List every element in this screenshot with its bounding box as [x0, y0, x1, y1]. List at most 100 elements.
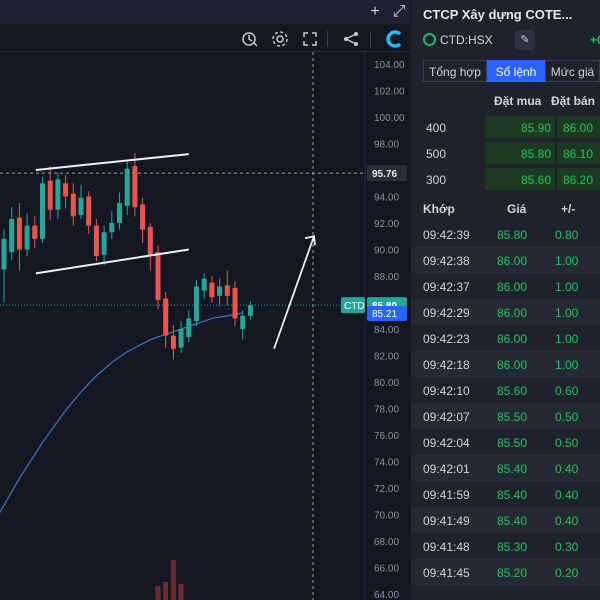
trade-row[interactable]: 09:42:39 85.80 0.80 [411, 221, 600, 247]
orderbook-row[interactable]: 300 85.60 86.20 [411, 166, 600, 192]
bid-price: 85.90 [520, 121, 551, 135]
candle-body [24, 225, 30, 250]
price-header: Giá [507, 202, 527, 216]
stock-panel: CTCP Xây dựng COTE... CTD:HSX ✎ +0.8 Tổn… [411, 0, 600, 600]
trade-price: 86.00 [497, 358, 528, 372]
bid-bar [485, 142, 555, 164]
orderbook-header: Đặt mua Đặt bán [411, 92, 600, 110]
toolbar-divider [327, 31, 328, 47]
trade-change: 1.00 [555, 280, 579, 294]
y-tick-label: 102.00 [374, 87, 405, 98]
trade-row[interactable]: 09:42:04 85.50 0.50 [411, 429, 600, 455]
last-price-ticker-label: CTD [344, 301, 365, 312]
ask-price: 86.20 [563, 173, 594, 187]
panel-tabs: Tổng hợp Sổ lệnh Mức giá [423, 60, 600, 82]
candle-body [224, 285, 230, 296]
candle-body [201, 278, 207, 291]
trade-time: 09:42:04 [423, 436, 470, 450]
trade-change: 0.50 [555, 410, 579, 424]
ask-price: 86.10 [563, 147, 594, 161]
bid-bar [485, 168, 555, 190]
y-tick-label: 74.00 [374, 458, 399, 469]
fullscreen-icon[interactable] [300, 29, 320, 49]
tab-price-levels[interactable]: Mức giá [545, 60, 600, 82]
trend-arrow-head [304, 235, 316, 246]
trade-row[interactable]: 09:42:23 86.00 1.00 [411, 325, 600, 351]
trade-time: 09:42:37 [423, 280, 470, 294]
expand-icon[interactable]: ⤢ [392, 3, 406, 20]
y-tick-label: 80.00 [374, 378, 399, 389]
trade-row[interactable]: 09:42:29 86.00 1.00 [411, 299, 600, 325]
orderbook-volume: 500 [426, 147, 447, 161]
moving-average-line [0, 312, 243, 514]
settings-gear-icon[interactable] [270, 29, 290, 49]
trade-change: 1.00 [555, 332, 579, 346]
ask-price: 86.00 [563, 121, 594, 135]
trade-row[interactable]: 09:42:38 86.00 1.00 [411, 247, 600, 273]
tab-orderbook[interactable]: Sổ lệnh [487, 60, 545, 82]
trade-time: 09:42:23 [423, 332, 470, 346]
y-tick-label: 94.00 [374, 193, 399, 204]
candle-body [155, 252, 161, 300]
trade-price: 86.00 [497, 306, 528, 320]
trade-change: 0.30 [555, 540, 579, 554]
status-dot-icon [423, 33, 436, 46]
edit-pencil-icon[interactable]: ✎ [515, 30, 535, 50]
bid-price: 85.60 [520, 173, 551, 187]
trade-row[interactable]: 09:42:18 86.00 1.00 [411, 351, 600, 377]
trade-price: 86.00 [497, 332, 528, 346]
ask-header: Đặt bán [551, 94, 596, 108]
add-tab-plus-icon[interactable]: + [370, 3, 380, 20]
trade-row[interactable]: 09:41:48 85.30 0.30 [411, 533, 600, 559]
y-tick-label: 90.00 [374, 246, 399, 257]
trade-time: 09:42:29 [423, 306, 470, 320]
trade-time: 09:42:38 [423, 254, 470, 268]
trend-arrow [273, 235, 315, 350]
orderbook-row[interactable]: 400 85.90 86.00 [411, 114, 600, 140]
candlestick-chart[interactable]: 104.00102.00100.0098.0096.0094.0092.0090… [0, 52, 410, 600]
candle-body [9, 219, 15, 253]
trade-price: 85.40 [497, 514, 528, 528]
bid-price: 85.80 [520, 147, 551, 161]
trade-time: 09:42:10 [423, 384, 470, 398]
share-icon[interactable] [341, 29, 361, 49]
trade-price: 86.00 [497, 254, 528, 268]
candle-body [86, 196, 92, 226]
volume-bar [178, 584, 184, 600]
brand-logo-icon[interactable] [385, 29, 405, 49]
volume-bar [170, 560, 176, 600]
candle-body [1, 238, 7, 270]
candle-body [132, 166, 138, 208]
trade-row[interactable]: 09:42:07 85.50 0.50 [411, 403, 600, 429]
chart-pane[interactable]: + ⤢ 104.00102.00100.0098.0096.0094.0092.… [0, 0, 410, 600]
trade-price: 85.60 [497, 384, 528, 398]
trade-row[interactable]: 09:41:59 85.40 0.40 [411, 481, 600, 507]
candle-body [170, 335, 176, 349]
orderbook-row[interactable]: 500 85.80 86.10 [411, 140, 600, 166]
channel-upper-line [35, 153, 189, 171]
trade-change: 0.60 [555, 384, 579, 398]
y-tick-label: 104.00 [374, 60, 405, 71]
trade-time: 09:41:48 [423, 540, 470, 554]
ticker-symbol: CTD:HSX [440, 33, 493, 47]
ask-bar [557, 116, 600, 138]
candle-body [63, 183, 69, 197]
volume-bar [163, 582, 169, 600]
replay-icon[interactable] [240, 29, 260, 49]
crosshair-price-box [367, 165, 407, 182]
trade-row[interactable]: 09:42:01 85.40 0.40 [411, 455, 600, 481]
price-change: +0.8 [590, 33, 600, 47]
trade-row[interactable]: 09:41:49 85.40 0.40 [411, 507, 600, 533]
toolbar-divider [370, 31, 371, 47]
trade-row[interactable]: 09:42:37 86.00 1.00 [411, 273, 600, 299]
trade-row[interactable]: 09:41:45 85.20 0.20 [411, 559, 600, 585]
y-tick-label: 84.00 [374, 325, 399, 336]
trade-row[interactable]: 09:42:10 85.60 0.60 [411, 377, 600, 403]
y-tick-label: 98.00 [374, 140, 399, 151]
candle-body [217, 286, 223, 296]
trade-time: 09:41:49 [423, 514, 470, 528]
candle-body [209, 282, 215, 298]
trade-price: 85.20 [497, 566, 528, 580]
tab-summary[interactable]: Tổng hợp [423, 60, 487, 82]
trade-price: 85.30 [497, 540, 528, 554]
